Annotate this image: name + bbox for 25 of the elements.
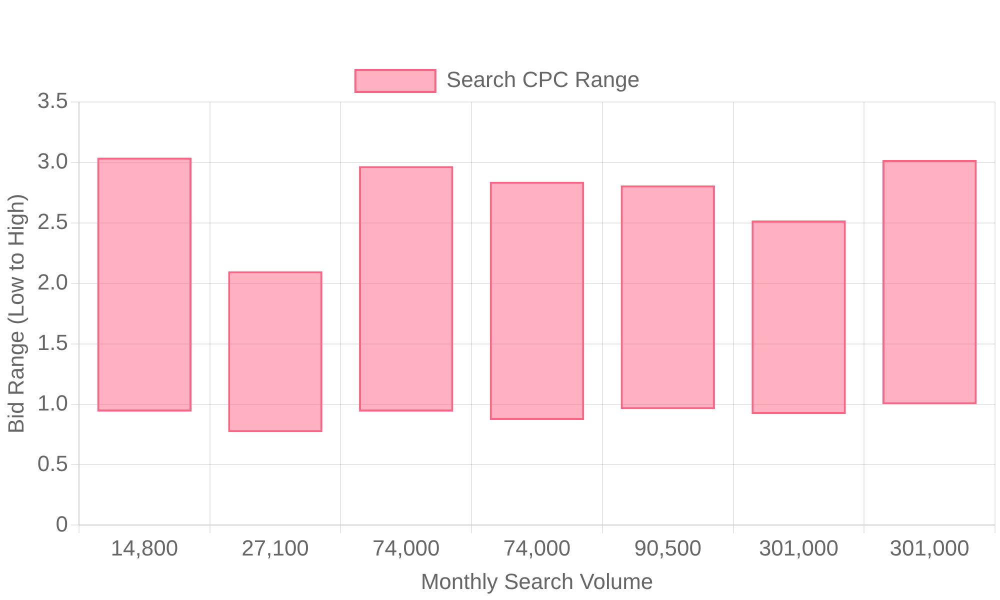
- x-axis-title: Monthly Search Volume: [420, 568, 654, 594]
- y-tick-label: 0: [56, 511, 68, 536]
- x-tick-label: 74,000: [372, 535, 440, 560]
- y-tick-label: 2.5: [37, 208, 68, 234]
- y-tick-label: 2.0: [37, 269, 68, 294]
- y-axis-title: Bid Range (Low to High): [3, 194, 28, 434]
- x-tick-label: 74,000: [503, 535, 571, 560]
- bar: [882, 160, 977, 404]
- legend-label: Search CPC Range: [446, 67, 640, 92]
- y-tick-label: 3.5: [37, 88, 68, 114]
- bar: [752, 220, 846, 414]
- bar: [359, 166, 454, 412]
- x-tick-label: 90,500: [634, 535, 702, 560]
- y-tick-label: 1.5: [37, 330, 68, 355]
- y-tick-label: 1.0: [37, 390, 68, 416]
- bar: [97, 158, 192, 412]
- bar: [490, 182, 584, 420]
- y-tick-label: 3.0: [37, 148, 68, 174]
- bar: [620, 185, 715, 410]
- x-tick-label: 27,100: [242, 535, 309, 560]
- bar: [228, 271, 322, 432]
- x-tick-label: 301,000: [890, 535, 970, 560]
- x-tick-label: 14,800: [110, 535, 178, 560]
- y-tick-label: 0.5: [37, 450, 68, 476]
- x-tick-label: 301,000: [758, 535, 838, 560]
